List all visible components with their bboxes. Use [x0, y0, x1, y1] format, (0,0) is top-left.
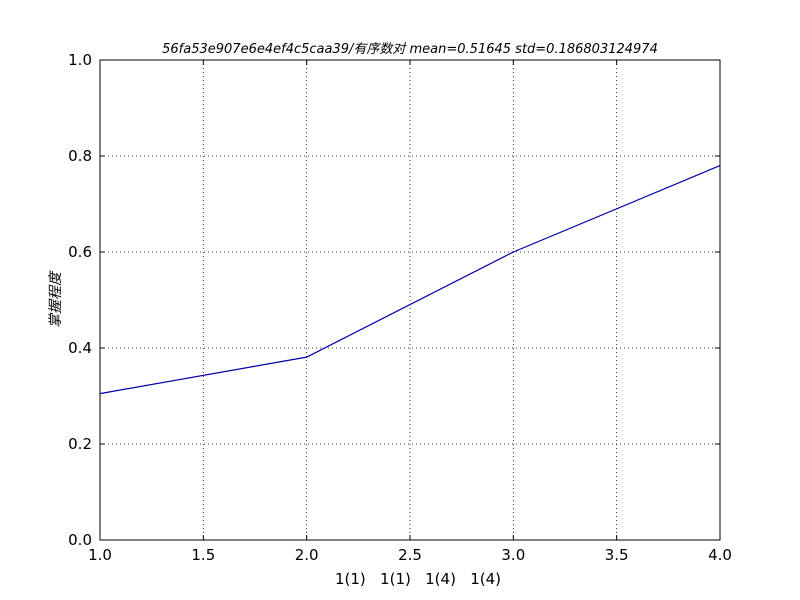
- x-tick-label: 3.0: [501, 546, 525, 564]
- y-tick-label: 0.2: [68, 435, 92, 453]
- x-tick-labels: 1.0 1.5 2.0 2.5 3.0 3.5 4.0: [88, 546, 732, 564]
- x-tick-label: 1.0: [88, 546, 112, 564]
- x-tick-label: 3.5: [605, 546, 629, 564]
- y-axis-label: 掌握程度: [48, 270, 64, 328]
- series-line: [99, 165, 721, 395]
- x-tick-label: 2.5: [398, 546, 422, 564]
- y-tick-label: 1.0: [68, 51, 92, 69]
- y-tick-label: 0.6: [68, 243, 92, 261]
- x-tick-label: 2.0: [295, 546, 319, 564]
- y-tick-label: 0.4: [68, 339, 92, 357]
- x-tick-label: 4.0: [708, 546, 732, 564]
- y-tick-labels: 0.0 0.2 0.4 0.6 0.8 1.0: [68, 51, 92, 549]
- x-axis-label: 1(1) 1(1) 1(4) 1(4): [335, 570, 501, 588]
- series-group: [99, 165, 721, 395]
- ticks: [99, 59, 721, 541]
- x-tick-label: 1.5: [191, 546, 215, 564]
- chart-title: 56fa53e907e6e4ef4c5caa39/有序数对 mean=0.516…: [162, 42, 658, 57]
- y-tick-label: 0.8: [68, 147, 92, 165]
- y-tick-label: 0.0: [68, 531, 92, 549]
